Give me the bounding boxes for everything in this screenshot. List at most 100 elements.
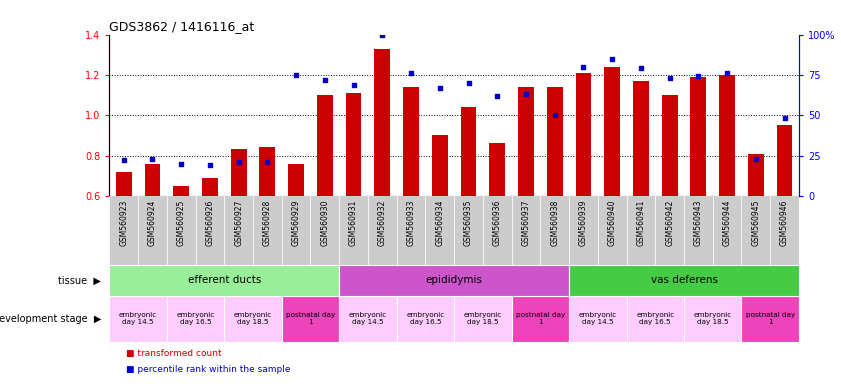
Point	[691, 73, 705, 79]
Point	[519, 91, 532, 97]
Bar	[605, 67, 620, 196]
Bar	[116, 172, 131, 196]
Bar	[461, 107, 476, 196]
Bar	[540, 196, 569, 265]
Text: GSM560934: GSM560934	[436, 199, 444, 246]
Text: GSM560928: GSM560928	[263, 199, 272, 245]
Bar	[547, 87, 563, 196]
Bar	[138, 196, 167, 265]
Bar	[742, 196, 770, 265]
Bar	[748, 154, 764, 196]
Bar	[397, 196, 426, 265]
Text: embryonic
day 16.5: embryonic day 16.5	[636, 312, 674, 325]
Bar	[662, 95, 678, 196]
Point	[462, 80, 475, 86]
Text: GSM560931: GSM560931	[349, 199, 358, 246]
Bar	[225, 296, 282, 342]
Text: GSM560930: GSM560930	[320, 199, 330, 246]
Text: development stage  ▶: development stage ▶	[0, 314, 101, 324]
Text: GSM560927: GSM560927	[234, 199, 243, 246]
Bar	[712, 196, 742, 265]
Bar	[770, 196, 799, 265]
Text: GSM560937: GSM560937	[521, 199, 531, 246]
Bar	[454, 296, 511, 342]
Point	[261, 159, 274, 165]
Text: GSM560933: GSM560933	[406, 199, 415, 246]
Bar	[742, 296, 799, 342]
Bar	[167, 196, 195, 265]
Point	[433, 85, 447, 91]
Text: postnatal day
1: postnatal day 1	[516, 312, 565, 325]
Text: embryonic
day 14.5: embryonic day 14.5	[349, 312, 387, 325]
Bar	[684, 196, 712, 265]
Bar	[109, 196, 138, 265]
Text: GSM560941: GSM560941	[637, 199, 645, 246]
Bar	[339, 196, 368, 265]
Text: efferent ducts: efferent ducts	[188, 275, 261, 285]
Text: GDS3862 / 1416116_at: GDS3862 / 1416116_at	[109, 20, 255, 33]
Bar	[260, 147, 275, 196]
Bar	[288, 164, 304, 196]
Text: embryonic
day 18.5: embryonic day 18.5	[234, 312, 272, 325]
Point	[174, 161, 188, 167]
Bar	[432, 136, 447, 196]
Bar	[489, 144, 505, 196]
Bar	[569, 296, 627, 342]
Bar	[518, 87, 534, 196]
Text: GSM560935: GSM560935	[464, 199, 473, 246]
Text: postnatal day
1: postnatal day 1	[286, 312, 335, 325]
Point	[117, 157, 130, 164]
Text: embryonic
day 18.5: embryonic day 18.5	[694, 312, 732, 325]
Text: GSM560944: GSM560944	[722, 199, 732, 246]
Bar	[627, 196, 655, 265]
Bar	[483, 196, 511, 265]
Bar	[346, 93, 362, 196]
Bar	[454, 196, 483, 265]
Text: GSM560940: GSM560940	[608, 199, 616, 246]
Text: GSM560932: GSM560932	[378, 199, 387, 246]
Point	[405, 70, 418, 76]
Bar	[374, 49, 390, 196]
Text: embryonic
day 16.5: embryonic day 16.5	[406, 312, 445, 325]
Point	[778, 115, 791, 121]
Text: GSM560946: GSM560946	[780, 199, 789, 246]
Bar	[569, 265, 799, 296]
Text: tissue  ▶: tissue ▶	[58, 275, 101, 285]
Bar	[633, 81, 648, 196]
Bar	[690, 77, 706, 196]
Point	[577, 64, 590, 70]
Point	[376, 31, 389, 38]
Bar	[511, 296, 569, 342]
Point	[232, 159, 246, 165]
Bar	[598, 196, 627, 265]
Bar	[310, 196, 339, 265]
Bar	[253, 196, 282, 265]
Bar	[173, 186, 189, 196]
Point	[204, 162, 217, 168]
Point	[145, 156, 159, 162]
Point	[634, 65, 648, 71]
Bar	[684, 296, 742, 342]
Text: epididymis: epididymis	[426, 275, 483, 285]
Point	[490, 93, 504, 99]
Bar	[230, 149, 246, 196]
Point	[721, 70, 734, 76]
Bar	[777, 125, 792, 196]
Point	[606, 56, 619, 62]
Bar	[397, 296, 454, 342]
Text: GSM560926: GSM560926	[205, 199, 214, 246]
Bar	[202, 178, 218, 196]
Point	[318, 77, 331, 83]
Point	[749, 156, 763, 162]
Text: vas deferens: vas deferens	[650, 275, 717, 285]
Bar	[569, 196, 598, 265]
Bar	[282, 196, 310, 265]
Point	[289, 72, 303, 78]
Text: embryonic
day 16.5: embryonic day 16.5	[177, 312, 214, 325]
Point	[548, 112, 562, 118]
Bar	[655, 196, 684, 265]
Text: embryonic
day 18.5: embryonic day 18.5	[463, 312, 502, 325]
Text: GSM560943: GSM560943	[694, 199, 703, 246]
Text: ■ percentile rank within the sample: ■ percentile rank within the sample	[126, 365, 291, 374]
Bar	[339, 265, 569, 296]
